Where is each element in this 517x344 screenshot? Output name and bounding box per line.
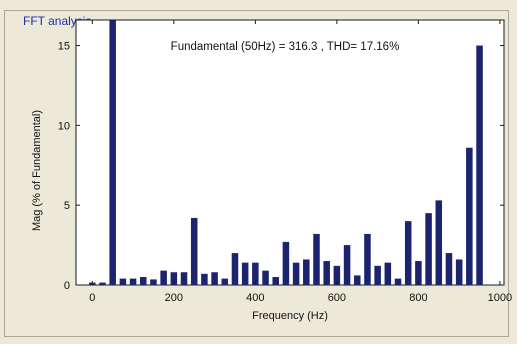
y-tick-label: 0	[64, 280, 70, 292]
bar-425hz	[262, 270, 269, 285]
bar-650hz	[354, 275, 361, 285]
bar-525hz	[303, 259, 310, 285]
fft-analysis-panel: FFT analysis	[4, 10, 509, 337]
bar-500hz	[292, 262, 300, 285]
plot-area	[75, 19, 505, 286]
bar-600hz	[333, 265, 341, 285]
bar-750hz	[394, 278, 402, 285]
y-tick-label: 5	[64, 200, 70, 212]
bars-group	[89, 20, 483, 285]
bar-925hz	[466, 147, 473, 285]
x-tick-label: 0	[89, 292, 95, 304]
bar-700hz	[374, 265, 381, 285]
bar-25hz	[99, 282, 106, 285]
bar-325hz	[221, 278, 229, 285]
y-axis-label: Mag (% of Fundamental)	[31, 110, 43, 231]
bar-950hz	[476, 45, 483, 285]
x-tick-label: 400	[246, 292, 264, 304]
y-tick-label: 10	[58, 120, 70, 132]
bar-850hz	[435, 200, 443, 285]
bar-400hz	[252, 262, 259, 285]
x-tick-label: 200	[165, 292, 183, 304]
x-ticks-group: 0 200 400 600 800 1000	[89, 20, 512, 304]
bar-175hz	[160, 270, 167, 285]
bar-550hz	[313, 233, 320, 285]
x-tick-label: 600	[328, 292, 346, 304]
bar-800hz	[415, 261, 422, 285]
bar-200hz	[170, 272, 178, 285]
x-axis-label: Frequency (Hz)	[252, 310, 328, 322]
bar-125hz	[140, 277, 147, 285]
bar-375hz	[241, 262, 249, 285]
bar-225hz	[180, 272, 188, 285]
bar-575hz	[323, 261, 330, 285]
bar-625hz	[343, 245, 351, 285]
bar-275hz	[201, 273, 208, 285]
y-tick-label: 15	[58, 41, 70, 53]
panel-title: FFT analysis	[21, 14, 94, 28]
bar-150hz	[150, 279, 157, 285]
bar-250hz	[190, 217, 198, 285]
bar-50hz	[109, 20, 116, 285]
bar-350hz	[231, 253, 239, 285]
bar-825hz	[425, 213, 432, 285]
bar-675hz	[364, 233, 371, 285]
bar-475hz	[282, 241, 290, 285]
bar-775hz	[404, 221, 412, 285]
chart-title: Fundamental (50Hz) = 316.3 , THD= 17.16%	[171, 41, 400, 53]
bar-100hz	[129, 278, 137, 285]
bar-875hz	[445, 253, 453, 285]
bar-300hz	[211, 272, 218, 285]
bar-725hz	[384, 262, 392, 285]
bar-75hz	[119, 278, 127, 285]
bar-900hz	[455, 259, 463, 285]
x-tick-label: 800	[409, 292, 427, 304]
bar-450hz	[272, 277, 279, 285]
y-ticks-group: 0 5 10 15	[58, 41, 504, 292]
x-tick-label: 1000	[488, 292, 512, 304]
